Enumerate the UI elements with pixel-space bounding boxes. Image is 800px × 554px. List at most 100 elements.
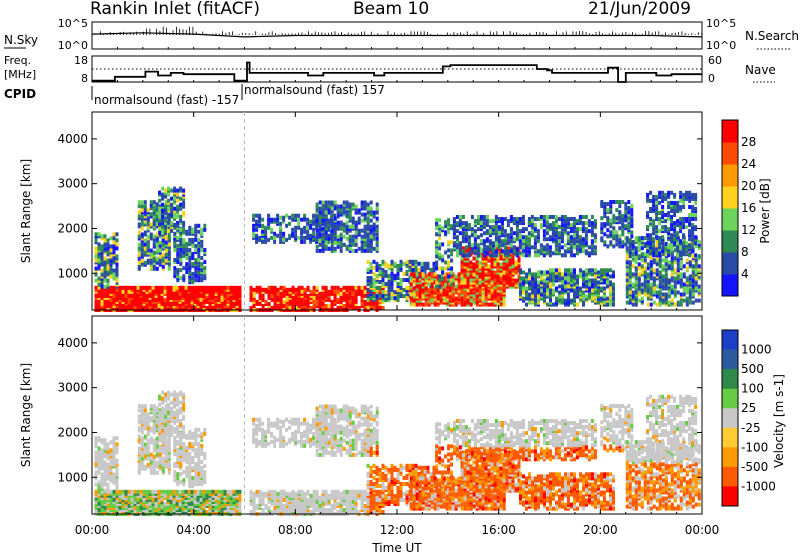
power-cell [188,262,192,267]
power-cell [181,304,185,308]
power-cell [357,228,361,233]
power-cell [432,263,436,268]
power-cell [336,224,340,229]
power-cell [442,280,446,285]
power-cell [100,254,104,259]
power-cell [624,216,628,221]
power-cell [652,282,656,287]
power-cell [502,302,506,307]
power-cell [581,249,585,254]
power-cell [646,284,650,289]
power-cell [545,237,549,242]
power-cell [658,245,662,250]
power-cell [375,232,379,237]
power-cell [297,235,301,240]
power-cell [499,262,503,267]
power-cell [500,243,504,248]
power-cell [487,296,491,301]
power-cell [618,200,622,204]
power-cell [351,202,355,207]
power-cell [503,245,507,250]
power-cell [563,249,567,254]
power-cell [484,282,488,287]
power-cell [649,198,653,203]
site-title: Rankin Inlet (fitACF) [90,0,260,19]
power-cell [627,230,631,235]
power-cell [252,287,256,292]
power-cell [603,270,606,275]
power-cell [490,258,494,263]
power-cell [506,233,510,238]
power-cell [679,272,683,277]
power-cell [430,290,434,295]
power-cell [106,278,110,283]
power-cell [488,243,492,248]
power-cell [315,228,319,233]
nave-label: Nave [745,63,776,77]
power-cell [490,276,494,281]
power-cell [673,248,677,253]
power-cell [363,304,367,308]
power-cell [575,247,579,252]
power-cell [143,204,147,209]
power-cell [439,296,443,301]
power-cell [229,285,233,290]
power-cell [229,304,233,308]
power-cell [460,260,464,265]
power-cell [661,292,665,297]
power-cell [197,254,201,258]
power-cell [490,296,494,301]
power-cell [333,246,337,251]
power-cell [315,225,319,230]
power-cell [515,217,519,221]
power-cell [348,202,352,207]
power-cell [315,232,319,237]
power-cell [366,267,370,272]
power-cell [649,270,653,275]
power-cell [530,229,534,234]
power-cell [173,206,177,211]
power-cell [682,298,686,303]
power-cell [155,244,159,249]
power-cell [521,215,525,219]
power-cell [549,268,552,273]
power-cell [572,221,576,226]
power-cell [390,276,394,280]
power-cell [606,216,610,221]
power-cell [185,248,189,252]
power-cell [342,206,346,211]
power-cell [503,217,507,221]
power-cell [522,282,525,287]
power-cell [203,223,207,228]
power-cell [566,247,570,252]
power-cell [176,208,180,213]
power-cell [646,288,650,293]
power-cell [543,282,546,287]
power-cell [439,282,443,287]
power-cell [197,274,201,279]
power-cell [151,285,155,290]
power-cell [673,290,677,295]
power-cell [621,222,625,227]
power-cell [167,266,171,271]
power-cell [560,219,564,224]
power-cell [354,297,358,302]
power-cell [521,219,525,224]
power-cell [627,210,631,215]
power-cell [691,264,695,269]
power-cell [282,237,286,242]
power-cell [679,245,683,250]
power-cell [155,256,159,261]
power-cell [588,270,591,275]
power-cell [646,302,650,307]
power-cell [478,268,482,273]
power-cell [569,243,573,248]
power-cell [694,270,698,275]
power-cell [518,239,522,244]
power-cell [106,264,110,269]
power-cell [533,245,537,250]
power-cell [534,284,537,289]
power-cell [491,231,495,236]
power-cell [381,259,385,264]
power-cell [369,234,373,239]
